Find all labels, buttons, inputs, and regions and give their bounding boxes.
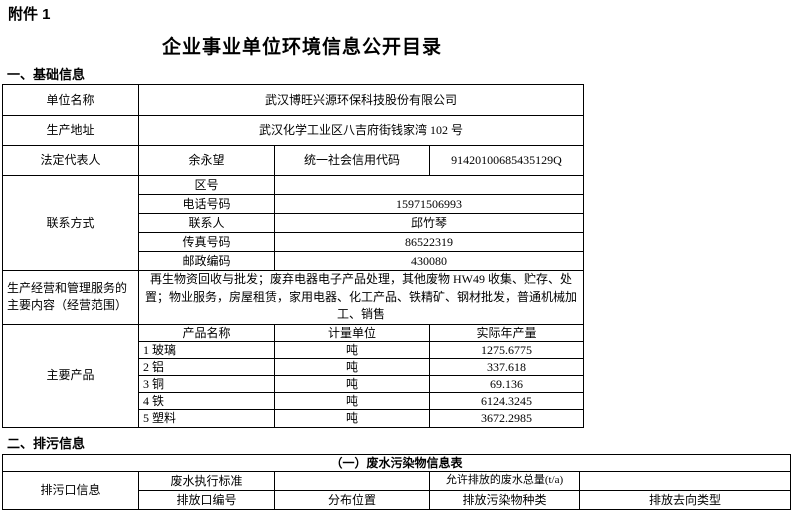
product-annual-output: 337.618 [429,357,584,377]
product-row: 2 铝 吨 337.618 [3,357,584,377]
phone-number-label: 电话号码 [138,194,275,214]
product-unit-column-header: 计量单位 [274,323,430,342]
product-name: 5 塑料 [138,409,275,428]
table-row: 排污口信息 废水执行标准 允许排放的废水总量(t/a) [2,470,791,510]
product-unit: 吨 [274,340,430,359]
attachment-label: 附件 1 [8,6,51,23]
wastewater-table-title: （一）废水污染物信息表 [2,453,791,472]
table-row: 法定代表人 余永望 统一社会信用代码 91420100685435129Q [2,145,584,176]
discharge-destination-type-label: 排放去向类型 [579,489,791,510]
product-row: 1 玻璃 吨 1275.6775 [3,340,584,359]
product-unit: 吨 [274,357,430,377]
page-title: 企业事业单位环境信息公开目录 [161,37,442,58]
unit-name-value: 武汉博旺兴源环保科技股份有限公司 [138,84,584,116]
section-heading-discharge-info: 二、排污信息 [7,435,86,451]
allowed-discharge-total-value [579,470,791,491]
product-unit: 吨 [274,409,430,428]
contact-section-label: 联系方式 [2,175,139,271]
product-annual-output: 6124.3245 [429,392,584,411]
postal-code-label: 邮政编码 [138,251,275,271]
area-code-value [274,175,584,195]
product-row: 5 塑料 吨 3672.2985 [3,409,584,428]
pollutant-types-label: 排放污染物种类 [429,489,580,510]
product-name: 2 铝 [138,357,275,377]
table-row: 邮政编码 430080 [3,251,584,271]
section-heading-basic-info: 一、基础信息 [7,67,86,82]
table-row: 传真号码 86522319 [3,232,584,252]
production-address-value: 武汉化学工业区八吉府街钱家湾 102 号 [138,115,584,146]
production-address-label: 生产地址 [2,115,139,146]
postal-code-value: 430080 [274,251,584,271]
product-row: 4 铁 吨 6124.3245 [3,392,584,411]
product-unit: 吨 [274,375,430,394]
credit-code-value: 91420100685435129Q [429,145,584,176]
allowed-discharge-total-label: 允许排放的废水总量(t/a) [429,470,580,491]
product-annual-output: 69.136 [429,375,584,394]
product-name: 4 铁 [138,392,275,411]
product-unit: 吨 [274,392,430,411]
distribution-location-label: 分布位置 [274,489,430,510]
wastewater-standard-value [274,470,430,491]
business-scope-value: 再生物资回收与批发；废弃电器电子产品处理，其他废物 HW49 收集、贮存、处置；… [138,270,584,325]
product-annual-output: 1275.6775 [429,340,584,359]
basic-info-table: 单位名称 武汉博旺兴源环保科技股份有限公司 生产地址 武汉化学工业区八吉府街钱家… [2,84,584,428]
fax-number-label: 传真号码 [138,232,275,252]
product-row: 3 铜 吨 69.136 [3,375,584,394]
contact-person-value: 邱竹琴 [274,213,584,233]
product-annual-output: 3672.2985 [429,409,584,428]
credit-code-label: 统一社会信用代码 [274,145,430,176]
phone-number-value: 15971506993 [274,194,584,214]
fax-number-value: 86522319 [274,232,584,252]
legal-representative-label: 法定代表人 [2,145,139,176]
business-scope-label: 生产经营和管理服务的主要内容（经营范围） [2,270,139,325]
product-name: 3 铜 [138,375,275,394]
table-row: 生产经营和管理服务的主要内容（经营范围） 再生物资回收与批发；废弃电器电子产品处… [2,270,584,325]
wastewater-pollutant-table: （一）废水污染物信息表 排污口信息 废水执行标准 允许排放的废水总量(t/a) … [2,453,791,510]
product-name: 1 玻璃 [138,340,275,359]
product-name-column-header: 产品名称 [138,323,275,342]
area-code-label: 区号 [138,175,275,195]
outlet-number-label: 排放口编号 [138,489,275,510]
legal-representative-value: 余永望 [138,145,275,176]
table-row: 主要产品 产品名称 计量单位 实际年产量 [2,323,584,428]
unit-name-label: 单位名称 [2,84,139,116]
wastewater-standard-label: 废水执行标准 [138,470,275,491]
table-row: 联系方式 区号 [2,175,584,271]
contact-person-label: 联系人 [138,213,275,233]
table-row: （一）废水污染物信息表 [2,453,791,472]
main-products-section-label: 主要产品 [2,323,139,428]
table-row: 单位名称 武汉博旺兴源环保科技股份有限公司 [2,84,584,116]
table-row: 生产地址 武汉化学工业区八吉府街钱家湾 102 号 [2,115,584,146]
product-output-column-header: 实际年产量 [429,323,584,342]
